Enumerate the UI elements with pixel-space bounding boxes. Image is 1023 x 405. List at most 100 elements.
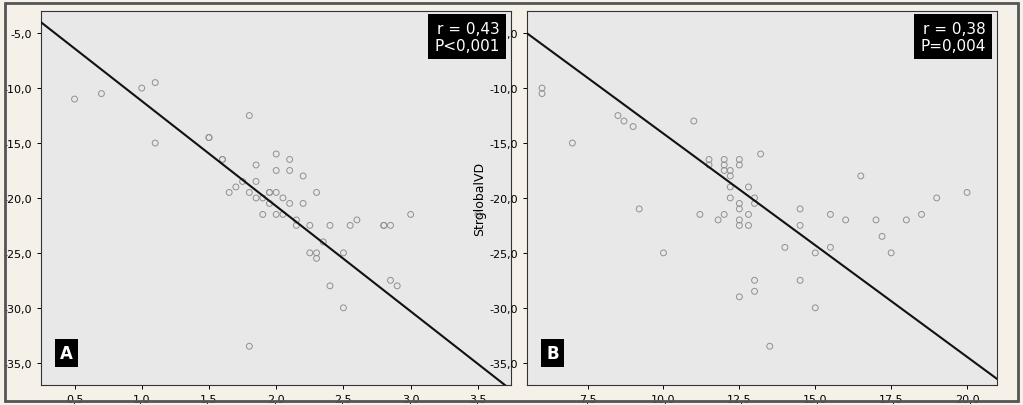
- Text: r = 0,43
P<0,001: r = 0,43 P<0,001: [435, 21, 499, 54]
- Point: [214, 157, 230, 163]
- Point: [375, 223, 392, 229]
- Point: [302, 223, 318, 229]
- Point: [656, 250, 672, 256]
- Point: [716, 157, 732, 163]
- Point: [261, 201, 277, 207]
- Point: [874, 234, 890, 240]
- Point: [214, 157, 230, 163]
- Point: [616, 119, 632, 125]
- Point: [308, 250, 324, 256]
- Point: [336, 305, 352, 311]
- Point: [268, 168, 284, 174]
- Point: [701, 162, 717, 169]
- Point: [288, 223, 305, 229]
- Point: [716, 168, 732, 174]
- Point: [716, 212, 732, 218]
- Point: [914, 212, 930, 218]
- Point: [322, 223, 339, 229]
- Point: [288, 217, 305, 224]
- Point: [761, 343, 777, 350]
- Point: [731, 217, 748, 224]
- Point: [241, 113, 258, 119]
- Point: [234, 179, 251, 185]
- Point: [383, 277, 399, 284]
- Point: [308, 256, 324, 262]
- Point: [722, 184, 739, 191]
- Point: [898, 217, 915, 224]
- Point: [741, 212, 757, 218]
- Point: [731, 157, 748, 163]
- Point: [261, 190, 277, 196]
- Point: [716, 162, 732, 169]
- Point: [201, 135, 217, 141]
- Point: [685, 119, 702, 125]
- Point: [322, 283, 339, 289]
- Point: [929, 195, 945, 202]
- Point: [268, 151, 284, 158]
- Point: [753, 151, 769, 158]
- Point: [868, 217, 884, 224]
- Point: [281, 168, 298, 174]
- Point: [807, 305, 824, 311]
- Point: [93, 91, 109, 98]
- Point: [402, 212, 418, 218]
- Point: [383, 223, 399, 229]
- Point: [747, 277, 763, 284]
- Point: [807, 250, 824, 256]
- Point: [792, 223, 808, 229]
- Point: [741, 223, 757, 229]
- Point: [349, 217, 365, 224]
- Point: [701, 157, 717, 163]
- Point: [241, 190, 258, 196]
- Point: [389, 283, 405, 289]
- Point: [281, 157, 298, 163]
- Point: [275, 195, 292, 202]
- Point: [722, 195, 739, 202]
- Point: [722, 168, 739, 174]
- Point: [295, 173, 311, 180]
- Point: [295, 201, 311, 207]
- Point: [342, 223, 358, 229]
- Point: [302, 250, 318, 256]
- Point: [883, 250, 899, 256]
- Point: [692, 212, 708, 218]
- Point: [822, 245, 839, 251]
- Point: [838, 217, 854, 224]
- Point: [268, 190, 284, 196]
- Point: [731, 223, 748, 229]
- Point: [852, 173, 869, 180]
- Point: [221, 190, 237, 196]
- Point: [147, 141, 164, 147]
- Point: [710, 217, 726, 224]
- Point: [731, 294, 748, 301]
- Text: r = 0,38
P=0,004: r = 0,38 P=0,004: [921, 21, 985, 54]
- Point: [241, 343, 258, 350]
- Point: [610, 113, 626, 119]
- Point: [731, 162, 748, 169]
- Point: [281, 201, 298, 207]
- Point: [959, 190, 975, 196]
- Point: [470, 212, 486, 218]
- Text: B: B: [546, 344, 559, 362]
- Point: [248, 162, 264, 169]
- Y-axis label: StrglobalVD: StrglobalVD: [474, 162, 486, 235]
- Point: [336, 250, 352, 256]
- Point: [792, 277, 808, 284]
- Point: [66, 96, 83, 103]
- Point: [228, 184, 244, 191]
- Point: [534, 85, 550, 92]
- Point: [822, 212, 839, 218]
- Point: [747, 288, 763, 295]
- Point: [731, 201, 748, 207]
- Point: [741, 184, 757, 191]
- Point: [631, 206, 648, 213]
- Point: [275, 212, 292, 218]
- Point: [147, 80, 164, 87]
- Point: [255, 195, 271, 202]
- Text: A: A: [60, 344, 74, 362]
- Point: [308, 190, 324, 196]
- Point: [731, 206, 748, 213]
- Point: [315, 239, 331, 245]
- Point: [565, 141, 581, 147]
- Point: [134, 85, 150, 92]
